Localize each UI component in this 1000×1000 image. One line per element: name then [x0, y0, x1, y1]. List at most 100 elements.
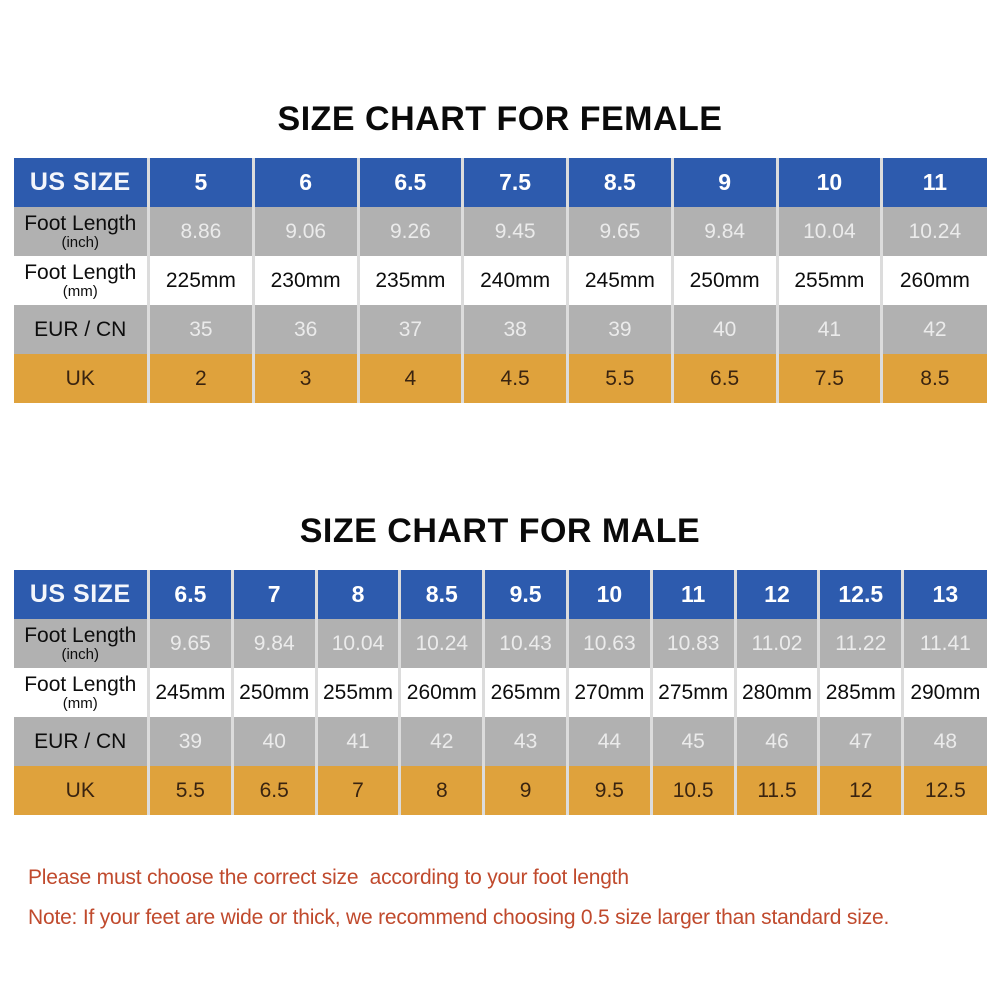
- size-cell: 255mm: [314, 668, 400, 717]
- row-header-label: Foot Length: [24, 261, 137, 284]
- size-cell: 10: [775, 158, 882, 207]
- size-cell: 12: [817, 766, 903, 815]
- size-cell: 9.26: [356, 207, 463, 256]
- row-header: Foot Length (inch): [14, 207, 149, 256]
- male-chart-title: SIZE CHART FOR MALE: [299, 512, 701, 550]
- row-header-sublabel: (inch): [61, 234, 99, 251]
- size-cell: 280mm: [733, 668, 819, 717]
- size-cell: 9.84: [670, 207, 777, 256]
- size-cell: 6.5: [147, 570, 233, 619]
- row-header-sublabel: (mm): [62, 695, 98, 712]
- row-header: Foot Length (mm): [14, 256, 149, 305]
- size-cell: 4: [356, 354, 463, 403]
- size-cell: 8: [398, 766, 484, 815]
- size-cell: 240mm: [461, 256, 568, 305]
- row-foot-length: Foot Length (mm) 225mm 230mm 235mm 240mm 245mm…: [13, 256, 987, 305]
- size-cell: 5.5: [147, 766, 233, 815]
- size-cell: 8.5: [566, 158, 673, 207]
- size-cell: 45: [649, 717, 736, 766]
- size-cell: 9.84: [230, 619, 317, 668]
- size-cell: 40: [230, 717, 317, 766]
- size-cell: 39: [147, 717, 233, 766]
- size-cell: 48: [901, 717, 987, 766]
- size-cell: 12.5: [817, 570, 903, 619]
- row-header: EUR / CN: [14, 305, 149, 354]
- size-cell: 35: [147, 305, 254, 354]
- size-cell: 39: [566, 305, 673, 354]
- size-cell: 12: [733, 570, 819, 619]
- size-cell: 260mm: [398, 668, 484, 717]
- size-cell: 9: [482, 766, 568, 815]
- size-cell: 225mm: [147, 256, 254, 305]
- size-cell: 11: [649, 570, 736, 619]
- size-cell: 6.5: [230, 766, 317, 815]
- size-cell: 13: [901, 570, 987, 619]
- size-cell: 6.5: [356, 158, 463, 207]
- size-cell: 255mm: [775, 256, 882, 305]
- size-cell: 230mm: [251, 256, 358, 305]
- size-cell: 10: [565, 570, 652, 619]
- size-cell: 41: [775, 305, 882, 354]
- size-cell: 40: [670, 305, 777, 354]
- size-cell: 260mm: [880, 256, 987, 305]
- row-header: UK: [14, 766, 149, 815]
- row-eur-cn: EUR / CN 35 36 37 38 39 40 41 42: [13, 305, 987, 354]
- female-chart-title: SIZE CHART FOR FEMALE: [277, 100, 723, 138]
- size-cell: 10.24: [880, 207, 987, 256]
- size-cell: 8.5: [398, 570, 484, 619]
- female-size-table: US SIZE 5 6 6.5 7.5 8.5 9 10 11 Foot Length (inch)…: [13, 158, 987, 403]
- row-header-label: Foot Length: [24, 212, 137, 235]
- size-cell: 7.5: [461, 158, 568, 207]
- row-header-label: EUR / CN: [34, 318, 127, 341]
- size-cell: 10.24: [398, 619, 484, 668]
- size-cell: 9.5: [565, 766, 652, 815]
- size-cell: 47: [817, 717, 903, 766]
- size-cell: 9.45: [461, 207, 568, 256]
- male-size-table: US SIZE 6.5 7 8 8.5 9.5 10 11 12 12.5 13 Foot Lengt…: [13, 570, 987, 815]
- row-us-size: US SIZE 5 6 6.5 7.5 8.5 9 10 11: [13, 158, 987, 207]
- row-header: EUR / CN: [14, 717, 149, 766]
- size-cell: 290mm: [901, 668, 987, 717]
- size-cell: 37: [356, 305, 463, 354]
- row-us-size: US SIZE 6.5 7 8 8.5 9.5 10 11 12 12.5 13: [13, 570, 987, 619]
- row-foot-length: Foot Length (mm) 245mm 250mm 255mm 260mm 265mm…: [13, 668, 987, 717]
- size-cell: 10.43: [482, 619, 568, 668]
- row-eur-cn: EUR / CN 39 40 41 42 43 44 45 46 47 48: [13, 717, 987, 766]
- row-header-sublabel: (inch): [61, 646, 99, 663]
- size-cell: 11.41: [901, 619, 987, 668]
- size-cell: 250mm: [230, 668, 317, 717]
- size-cell: 9.06: [251, 207, 358, 256]
- size-cell: 250mm: [670, 256, 777, 305]
- size-cell: 6.5: [670, 354, 777, 403]
- size-cell: 9.65: [147, 619, 233, 668]
- row-header-label: US SIZE: [29, 168, 131, 196]
- size-cell: 7.5: [775, 354, 882, 403]
- size-cell: 10.04: [775, 207, 882, 256]
- size-cell: 270mm: [565, 668, 652, 717]
- size-cell: 11.02: [733, 619, 819, 668]
- size-cell: 245mm: [147, 668, 233, 717]
- size-cell: 245mm: [566, 256, 673, 305]
- row-header: Foot Length (mm): [14, 668, 149, 717]
- size-cell: 42: [880, 305, 987, 354]
- size-cell: 3: [251, 354, 358, 403]
- row-uk: UK 2 3 4 4.5 5.5 6.5 7.5 8.5: [13, 354, 987, 403]
- size-cell: 8.86: [147, 207, 254, 256]
- row-header: US SIZE: [14, 158, 149, 207]
- size-cell: 9.65: [566, 207, 673, 256]
- row-foot-length: Foot Length (inch) 8.86 9.06 9.26 9.45 9.65 9.8…: [13, 207, 987, 256]
- size-cell: 38: [461, 305, 568, 354]
- row-header: US SIZE: [14, 570, 149, 619]
- size-cell: 42: [398, 717, 484, 766]
- row-header: Foot Length (inch): [14, 619, 149, 668]
- size-cell: 9: [670, 158, 777, 207]
- size-cell: 5: [147, 158, 254, 207]
- size-cell: 6: [251, 158, 358, 207]
- size-cell: 46: [733, 717, 819, 766]
- notes: Please must choose the correct size acco…: [28, 865, 1000, 930]
- size-cell: 7: [314, 766, 400, 815]
- size-cell: 41: [314, 717, 400, 766]
- size-cell: 9.5: [482, 570, 568, 619]
- size-cell: 4.5: [461, 354, 568, 403]
